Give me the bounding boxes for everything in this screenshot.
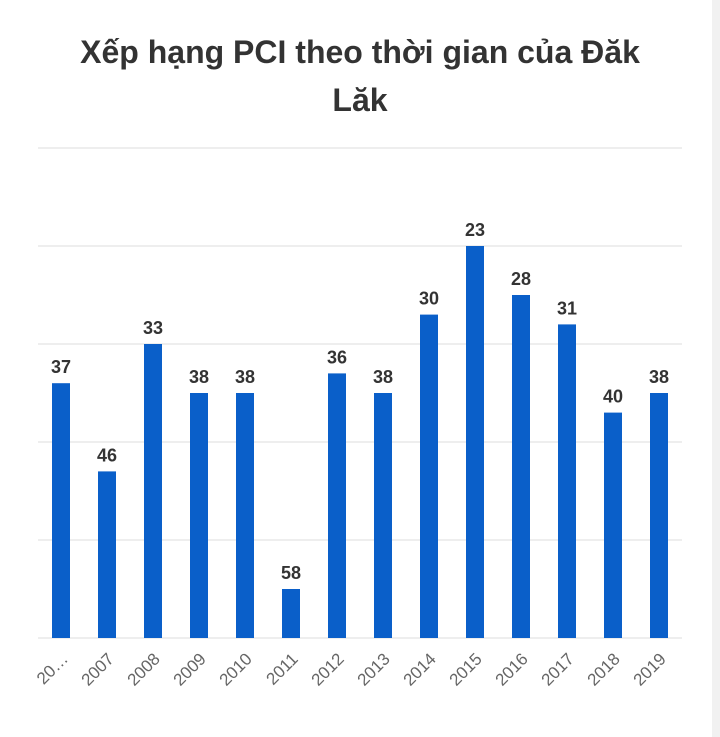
- x-tick-label: 2011: [263, 649, 302, 688]
- bar: [604, 412, 622, 638]
- x-tick-label: 2016: [492, 649, 532, 689]
- x-tick-label: 20…: [33, 649, 72, 688]
- bar: [374, 393, 392, 638]
- x-tick-label: 2008: [124, 649, 164, 689]
- chart-title: Xếp hạng PCI theo thời gian của Đăk Lăk: [80, 34, 640, 118]
- x-tick-label: 2015: [446, 649, 486, 689]
- value-label: 40: [603, 387, 623, 407]
- value-label: 37: [51, 357, 71, 377]
- x-tick-label: 2012: [308, 649, 348, 689]
- bar: [282, 589, 300, 638]
- x-tick-label: 2018: [584, 649, 624, 689]
- x-tick-label: 2014: [400, 649, 440, 689]
- bar: [52, 383, 70, 638]
- value-label: 38: [373, 367, 393, 387]
- value-label: 31: [557, 298, 577, 318]
- bar: [512, 295, 530, 638]
- x-tick-label: 2013: [354, 649, 394, 689]
- value-label: 38: [649, 367, 669, 387]
- value-label: 28: [511, 269, 531, 289]
- bar: [466, 246, 484, 638]
- bar: [190, 393, 208, 638]
- bar: [144, 344, 162, 638]
- value-label: 38: [235, 367, 255, 387]
- bar: [650, 393, 668, 638]
- x-tick-label: 2017: [538, 649, 578, 689]
- x-tick-label: 2007: [78, 649, 118, 689]
- x-tick-label: 2009: [170, 649, 210, 689]
- value-label: 33: [143, 318, 163, 338]
- edge: [712, 0, 720, 737]
- value-label: 38: [189, 367, 209, 387]
- bar: [98, 471, 116, 638]
- value-label: 23: [465, 220, 485, 240]
- bar: [558, 324, 576, 638]
- bar: [420, 314, 438, 638]
- value-label: 46: [97, 445, 117, 465]
- x-tick-label: 2019: [630, 649, 670, 689]
- value-label: 30: [419, 289, 439, 309]
- bar: [328, 373, 346, 638]
- value-label: 58: [281, 563, 301, 583]
- value-label: 36: [327, 347, 347, 367]
- bar: [236, 393, 254, 638]
- x-tick-label: 2010: [216, 649, 256, 689]
